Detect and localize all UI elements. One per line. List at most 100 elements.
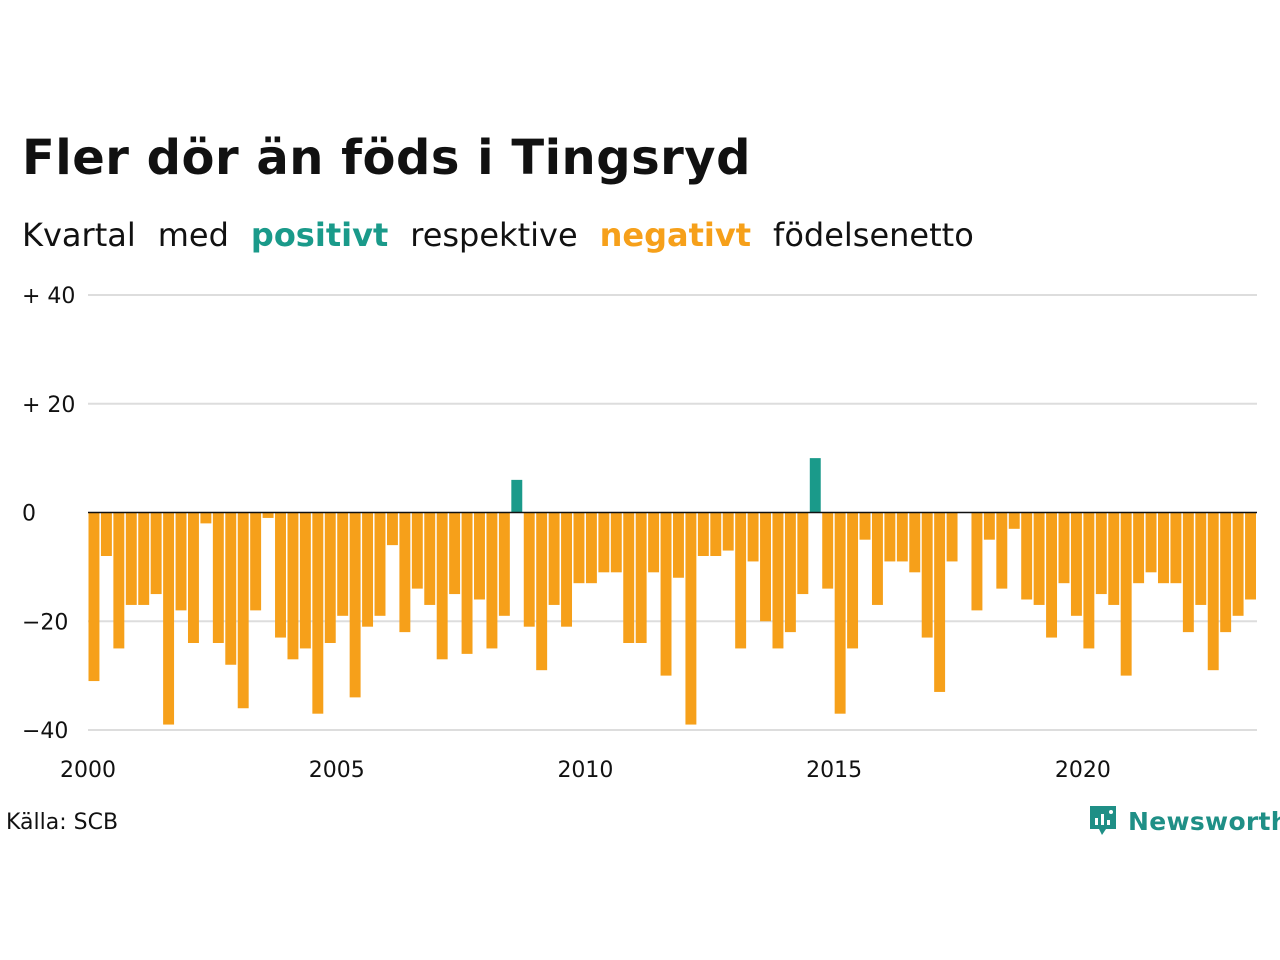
bar [896, 512, 908, 562]
y-tick-label: + 40 [22, 284, 75, 309]
bar [1245, 512, 1256, 600]
bar [486, 512, 498, 649]
bar [921, 512, 933, 638]
bar [983, 512, 995, 540]
bar [1058, 512, 1070, 584]
bar [299, 512, 311, 649]
bar [100, 512, 112, 556]
bar [660, 512, 672, 676]
bar [909, 512, 921, 573]
bar [212, 512, 224, 643]
bar [1108, 512, 1120, 605]
bar [1008, 512, 1020, 529]
newsworthy-logo-icon [1090, 806, 1116, 835]
bar [1145, 512, 1157, 573]
bar [362, 512, 374, 627]
bar [561, 512, 573, 627]
bar [946, 512, 958, 562]
bar [884, 512, 896, 562]
bar [1021, 512, 1033, 600]
bar [673, 512, 684, 578]
bar [871, 512, 883, 605]
bar [386, 512, 398, 546]
bar [237, 512, 249, 709]
bar [536, 512, 548, 671]
bar [287, 512, 299, 660]
x-tick-label: 2005 [309, 758, 365, 783]
bar [399, 512, 411, 633]
bar [1220, 512, 1232, 633]
bar [461, 512, 473, 654]
bar [262, 512, 274, 518]
bar [125, 512, 137, 605]
chart-title: Fler dör än föds i Tingsryd [22, 130, 751, 186]
bar [1095, 512, 1107, 595]
bar [1182, 512, 1194, 633]
bar [1120, 512, 1132, 676]
newsworthy-brand[interactable]: Newsworthy [1088, 804, 1280, 838]
bar [449, 512, 461, 595]
bar-chart: + 40 + 20 0 −20 −40 2000 2005 2010 2015 2020 [22, 284, 1257, 783]
bar [250, 512, 262, 611]
bar [635, 512, 647, 643]
bar [847, 512, 859, 649]
bar [1170, 512, 1182, 584]
y-tick-label: −40 [22, 719, 68, 744]
x-tick-label: 2000 [60, 758, 116, 783]
bar [573, 512, 585, 584]
bar [349, 512, 361, 698]
x-tick-label: 2015 [806, 758, 862, 783]
bar [809, 458, 821, 513]
bar [1133, 512, 1145, 584]
bar [225, 512, 237, 665]
bar [1083, 512, 1095, 649]
bar [735, 512, 747, 649]
y-tick-label: 0 [22, 502, 36, 527]
bar [1033, 512, 1045, 605]
source-note: Källa: SCB [6, 810, 119, 835]
bar [747, 512, 759, 562]
bar [324, 512, 336, 643]
bar [760, 512, 771, 622]
bar [772, 512, 784, 649]
bar [374, 512, 386, 616]
bar [1232, 512, 1244, 616]
subtitle-word-kvartal: Kvartal [22, 216, 136, 254]
bar [1207, 512, 1219, 671]
bar [138, 512, 150, 605]
bar [163, 512, 175, 725]
x-tick-label: 2020 [1055, 758, 1111, 783]
bar [710, 512, 722, 556]
bar [1158, 512, 1169, 584]
bar [200, 512, 212, 524]
bar [523, 512, 535, 627]
bar [312, 512, 324, 714]
bar [934, 512, 946, 692]
bar [859, 512, 871, 540]
bar [113, 512, 125, 649]
bar [175, 512, 187, 611]
bar [784, 512, 796, 633]
bar [971, 512, 983, 611]
bar [337, 512, 349, 616]
bar [585, 512, 597, 584]
bar [511, 479, 523, 513]
bar [424, 512, 436, 605]
x-tick-label: 2010 [557, 758, 613, 783]
chart-subtitle: Kvartal med positivt respektive negativt föde… [22, 216, 996, 254]
bar [1046, 512, 1058, 638]
bar [548, 512, 560, 605]
y-tick-label: −20 [22, 610, 68, 635]
subtitle-word-fodelsenetto: födelsenetto [773, 216, 974, 254]
bar [150, 512, 162, 595]
bar [436, 512, 448, 660]
bar [797, 512, 809, 595]
subtitle-word-med: med [157, 216, 229, 254]
bar [187, 512, 199, 643]
bar [996, 512, 1008, 589]
bar [610, 512, 622, 573]
subtitle-word-respektive: respektive [410, 216, 578, 254]
bar [697, 512, 709, 556]
bar [1195, 512, 1207, 605]
bar [648, 512, 660, 573]
